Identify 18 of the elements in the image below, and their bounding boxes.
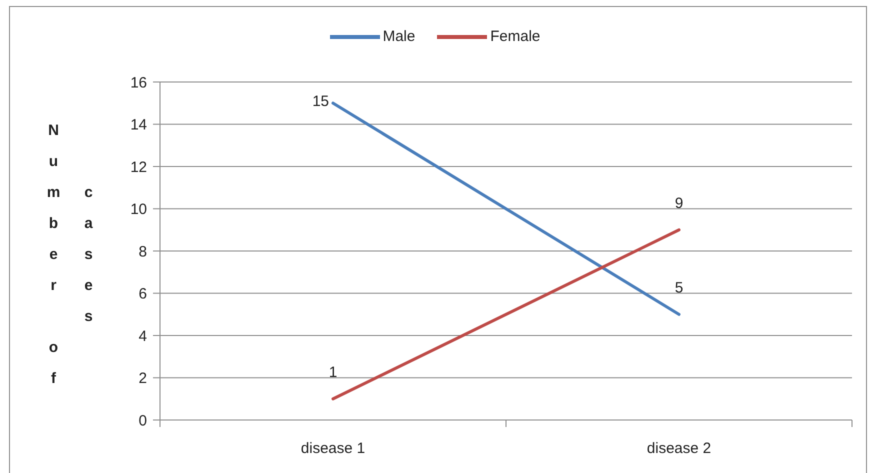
legend-label: Male bbox=[382, 28, 416, 45]
data-label: 15 bbox=[312, 93, 329, 110]
y-tick-label: 14 bbox=[130, 116, 147, 134]
legend-label: Female bbox=[490, 28, 540, 45]
x-tick-label: disease 2 bbox=[646, 440, 712, 457]
y-tick-label: 0 bbox=[138, 412, 147, 430]
data-label: 9 bbox=[674, 194, 684, 212]
data-label: 1 bbox=[328, 364, 338, 381]
y-tick-label: 8 bbox=[138, 243, 147, 260]
x-tick-label: disease 1 bbox=[300, 440, 366, 457]
y-tick-label: 6 bbox=[138, 286, 147, 303]
y-tick-label: 4 bbox=[138, 328, 147, 345]
y-tick-label: 10 bbox=[130, 201, 147, 218]
data-label: 5 bbox=[674, 279, 684, 296]
y-tick-label: 12 bbox=[130, 158, 147, 176]
text: Number of cases bbox=[45, 122, 97, 400]
y-tick-label: 2 bbox=[138, 370, 147, 388]
y-tick-label: 16 bbox=[130, 74, 147, 92]
